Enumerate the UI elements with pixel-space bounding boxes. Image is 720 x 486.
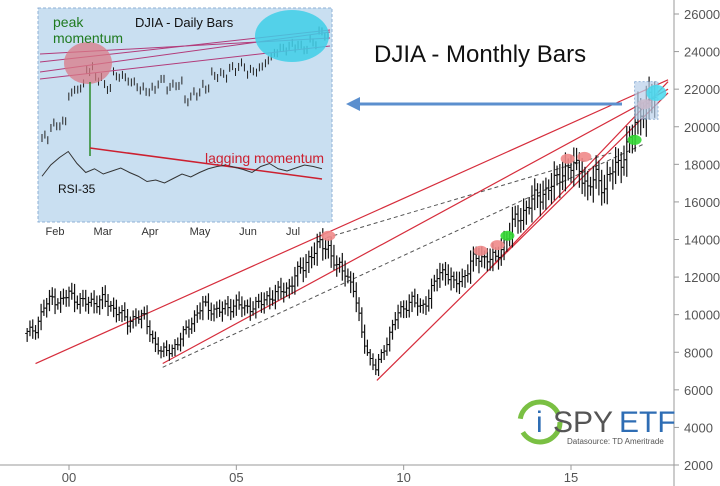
y-tick-label: 2000 xyxy=(684,458,713,473)
momentum-marker xyxy=(500,230,515,241)
y-tick-label: 20000 xyxy=(684,120,720,135)
rsi-line xyxy=(41,150,323,184)
trendline xyxy=(376,92,669,381)
momentum-marker xyxy=(577,151,592,162)
y-tick-label: 12000 xyxy=(684,270,720,285)
logo-i: i xyxy=(536,406,543,439)
price-bars xyxy=(25,76,657,377)
recent-highlight xyxy=(634,81,667,120)
highlight-ellipse xyxy=(646,84,667,101)
peak-ellipse xyxy=(64,42,112,84)
lagging-momentum-line xyxy=(89,147,323,180)
y-tick-label: 22000 xyxy=(684,82,720,97)
x-tick-label: 00 xyxy=(62,470,76,485)
momentum-marker xyxy=(627,134,642,145)
y-tick-label: 4000 xyxy=(684,420,713,435)
trendline xyxy=(162,88,669,365)
inset-x-tick-label: Mar xyxy=(94,226,113,238)
x-tick-label: 15 xyxy=(564,470,578,485)
y-tick-label: 18000 xyxy=(684,157,720,172)
chart-title: DJIA - Monthly Bars xyxy=(374,41,586,68)
rsi-polyline xyxy=(41,150,323,184)
logo-spy: SPY xyxy=(553,406,613,439)
dashed-line xyxy=(162,143,645,368)
momentum-marker xyxy=(473,245,488,256)
y-tick-label: 8000 xyxy=(684,345,713,360)
recent-ellipse xyxy=(255,10,329,62)
inset-x-tick-label: Jul xyxy=(286,226,300,238)
y-tick-label: 6000 xyxy=(684,383,713,398)
y-axis-ticks: 2000 4000 6000 8000 10000 12000 14000 16000 1800… xyxy=(674,7,720,473)
y-tick-label: 24000 xyxy=(684,45,720,60)
inset-x-tick-label: Feb xyxy=(46,226,65,238)
logo-etf: ETF xyxy=(619,406,676,439)
ispyetf-logo: i SPY ETF Datasource: TD Ameritrade xyxy=(517,399,676,446)
plot-area xyxy=(0,0,675,486)
x-tick-label: 05 xyxy=(229,470,243,485)
peak-label-line2: momentum xyxy=(53,30,123,46)
inset-daily-chart: peak momentum DJIA - Daily Bars lagging … xyxy=(37,7,333,238)
inset-x-tick-label: Apr xyxy=(141,226,158,238)
pointer-arrow xyxy=(346,97,622,111)
logo-ring xyxy=(517,399,563,445)
peak-label-line1: peak xyxy=(53,14,84,30)
y-tick-label: 26000 xyxy=(684,7,720,22)
x-tick-label: 10 xyxy=(396,470,410,485)
arrow-head xyxy=(346,97,360,111)
logo-datasource: Datasource: TD Ameritrade xyxy=(567,437,664,446)
lagging-label: lagging momentum xyxy=(205,150,324,166)
y-tick-label: 16000 xyxy=(684,195,720,210)
inset-x-tick-label: Jun xyxy=(239,226,257,238)
rsi-label: RSI-35 xyxy=(58,182,96,196)
inset-x-tick-label: May xyxy=(190,226,211,238)
momentum-marker xyxy=(560,153,575,164)
inset-title: DJIA - Daily Bars xyxy=(135,15,234,30)
x-axis-ticks: 00 05 10 15 xyxy=(62,465,578,485)
y-tick-label: 10000 xyxy=(684,308,720,323)
dashed-line xyxy=(326,152,612,239)
momentum-marker xyxy=(321,230,336,241)
inset-x-ticks: Feb Mar Apr May Jun Jul xyxy=(46,226,301,238)
momentum-marker xyxy=(490,240,505,251)
y-tick-label: 14000 xyxy=(684,233,720,248)
dashed-support-lines xyxy=(162,143,645,368)
